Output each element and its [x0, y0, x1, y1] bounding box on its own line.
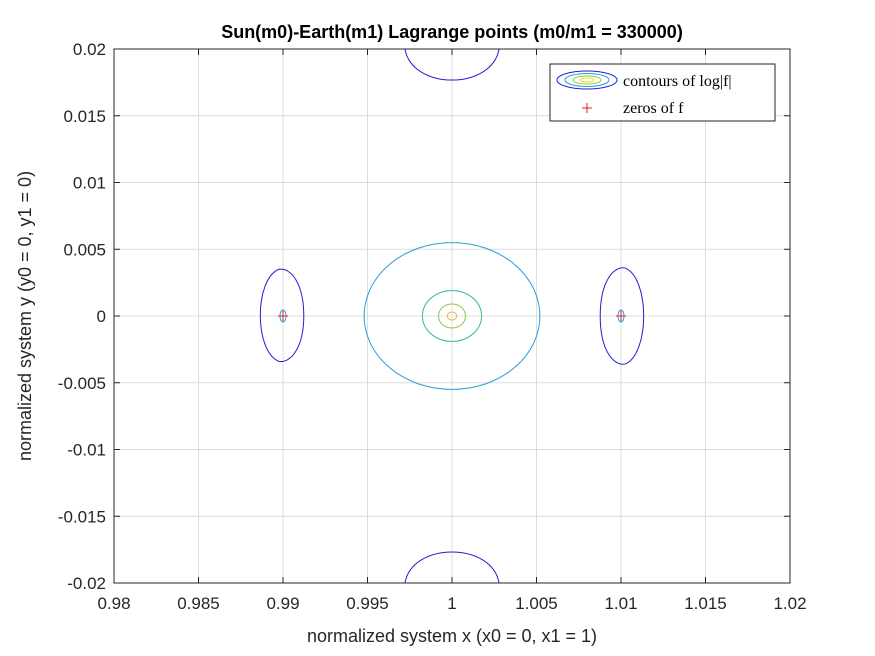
contour-ellipse — [363, 242, 541, 390]
legend: contours of log|f| zeros of f — [549, 63, 776, 122]
contour-lobe — [259, 268, 305, 362]
legend-zero-icon — [582, 103, 592, 113]
chart-title: Sun(m0)-Earth(m1) Lagrange points (m0/m1… — [221, 22, 683, 42]
y-tick-label: -0.005 — [58, 374, 106, 393]
contour-ellipse — [421, 290, 483, 342]
legend-entry-contours: contours of log|f| — [623, 73, 732, 90]
x-tick-label: 0.99 — [266, 594, 299, 613]
x-tick-label: 1.005 — [515, 594, 558, 613]
x-tick-label: 1.01 — [604, 594, 637, 613]
plot-area — [113, 48, 791, 584]
legend-entry-zeros: zeros of f — [623, 100, 684, 117]
y-axis-label: normalized system y (y0 = 0, y1 = 0) — [15, 171, 35, 461]
y-tick-label: 0 — [97, 307, 106, 326]
x-axis-label: normalized system x (x0 = 0, x1 = 1) — [307, 626, 597, 646]
contour-arc-bottom — [404, 551, 500, 583]
x-tick-label: 1 — [447, 594, 456, 613]
x-tick-label: 1.02 — [773, 594, 806, 613]
x-tick-label: 0.98 — [97, 594, 130, 613]
y-tick-label: 0.01 — [73, 174, 106, 193]
y-tick-label: 0.015 — [63, 107, 106, 126]
x-tick-label: 1.015 — [684, 594, 727, 613]
y-axis: 0.02 0.015 0.01 0.005 0 -0.005 -0.01 -0.015 -0.0… — [58, 40, 790, 593]
x-tick-label: 0.995 — [346, 594, 389, 613]
contour-ellipse — [437, 303, 467, 329]
zero-markers — [278, 311, 626, 321]
contour-ellipse — [446, 311, 458, 321]
y-tick-label: -0.015 — [58, 507, 106, 526]
legend-contour-icon — [556, 70, 618, 90]
y-tick-label: -0.01 — [67, 441, 106, 460]
y-tick-label: -0.02 — [67, 574, 106, 593]
x-axis: 0.98 0.985 0.99 0.995 1 1.005 1.01 1.015 1.02 — [97, 49, 807, 613]
x-tick-label: 0.985 — [177, 594, 220, 613]
y-tick-label: 0.005 — [63, 240, 106, 259]
contour-lobe — [599, 267, 645, 365]
contour-lines — [259, 49, 645, 583]
y-tick-label: 0.02 — [73, 40, 106, 59]
contour-arc-top — [404, 49, 500, 81]
